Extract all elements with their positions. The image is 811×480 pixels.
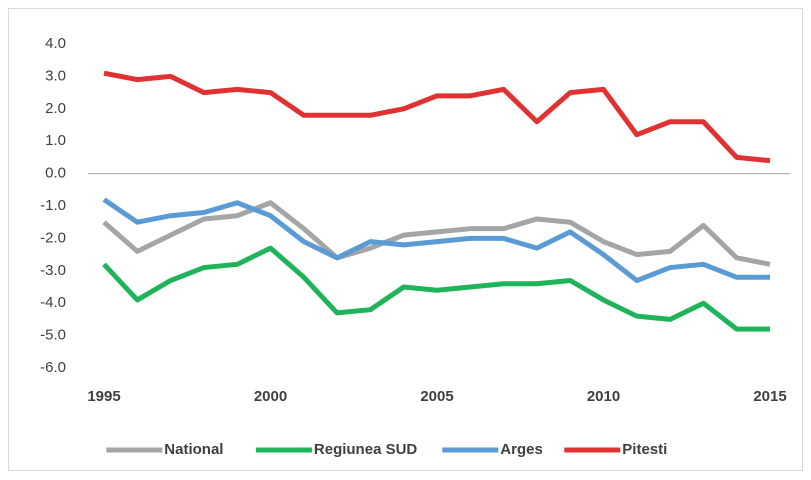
x-tick-label: 2015 xyxy=(753,388,786,405)
y-tick-label: -4.0 xyxy=(40,294,66,311)
y-tick-label: -3.0 xyxy=(40,262,66,279)
chart-frame xyxy=(8,8,803,471)
x-tick-label: 2000 xyxy=(254,388,287,405)
series-line xyxy=(103,70,771,164)
y-tick-label: -1.0 xyxy=(40,197,66,214)
y-tick-label: -5.0 xyxy=(40,327,66,344)
series-line xyxy=(102,197,770,284)
series-line xyxy=(102,245,770,332)
y-tick-label: 2.0 xyxy=(45,100,66,117)
y-tick-label: 3.0 xyxy=(45,67,66,84)
y-tick-label: -2.0 xyxy=(40,229,66,246)
y-tick-label: 1.0 xyxy=(45,132,66,149)
legend-label: National xyxy=(164,441,223,458)
series-line xyxy=(102,200,771,267)
x-tick-label: 2005 xyxy=(420,388,453,405)
y-tick-label: 0.0 xyxy=(45,165,66,182)
legend-label: Pitesti xyxy=(622,441,667,458)
x-tick-label: 2010 xyxy=(587,388,620,405)
y-tick-label: -6.0 xyxy=(40,359,66,376)
legend-label: Regiunea SUD xyxy=(314,441,418,458)
x-tick-label: 1995 xyxy=(87,388,120,405)
y-tick-label: 4.0 xyxy=(45,35,66,52)
legend-label: Arges xyxy=(500,441,543,458)
